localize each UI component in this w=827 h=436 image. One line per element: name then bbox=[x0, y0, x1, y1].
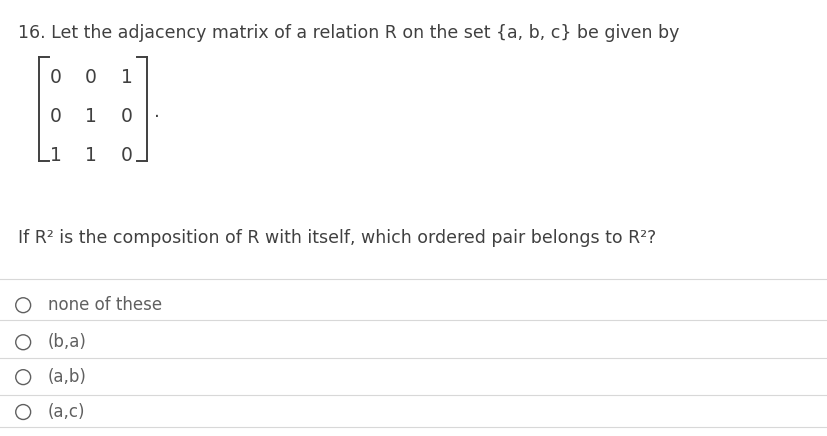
Text: none of these: none of these bbox=[48, 296, 162, 314]
Text: 16. Let the adjacency matrix of a relation R on the set {a, b, c} be given by: 16. Let the adjacency matrix of a relati… bbox=[18, 24, 679, 42]
Text: .: . bbox=[154, 102, 160, 122]
Text: 1: 1 bbox=[85, 107, 97, 126]
Text: 0: 0 bbox=[121, 107, 132, 126]
Text: (a,b): (a,b) bbox=[48, 368, 87, 386]
Text: 0: 0 bbox=[50, 68, 61, 87]
Text: 0: 0 bbox=[50, 107, 61, 126]
Text: 0: 0 bbox=[121, 146, 132, 165]
Text: 1: 1 bbox=[50, 146, 61, 165]
Text: (a,c): (a,c) bbox=[48, 403, 85, 421]
Text: If R² is the composition of R with itself, which ordered pair belongs to R²?: If R² is the composition of R with itsel… bbox=[18, 229, 656, 247]
Text: 0: 0 bbox=[85, 68, 97, 87]
Text: 1: 1 bbox=[121, 68, 132, 87]
Text: 1: 1 bbox=[85, 146, 97, 165]
Text: (b,a): (b,a) bbox=[48, 333, 87, 351]
